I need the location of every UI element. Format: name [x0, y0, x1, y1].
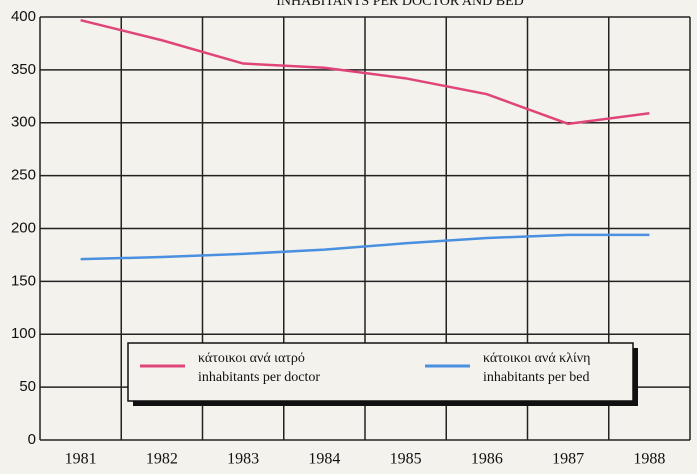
y-tick-label: 300	[11, 114, 36, 131]
legend-label-en: inhabitants per bed	[483, 370, 590, 385]
x-tick-label: 1981	[65, 451, 97, 468]
legend-box	[127, 342, 634, 402]
line-series	[80, 233, 650, 261]
x-tick-label: 1988	[633, 451, 665, 468]
x-tick-label: 1987	[552, 451, 584, 468]
legend-label: κάτοικοι ανά κλίνη	[483, 351, 590, 366]
x-tick-label: 1982	[146, 451, 178, 468]
legend-label: κάτοικοι ανά ιατρό	[198, 351, 305, 366]
x-tick-label: 1986	[471, 451, 503, 468]
y-tick-label: 100	[11, 325, 36, 342]
y-tick-label: 50	[19, 378, 36, 395]
x-tick-label: 1985	[390, 451, 422, 468]
y-tick-label: 250	[11, 167, 36, 184]
y-tick-label: 400	[11, 8, 36, 25]
legend-label-en: inhabitants per doctor	[198, 370, 320, 385]
chart-title: INHABITANTS PER DOCTOR AND BED	[276, 0, 524, 9]
x-tick-label: 1983	[227, 451, 259, 468]
line-series	[80, 18, 650, 126]
y-tick-label: 350	[11, 61, 36, 78]
x-tick-label: 1984	[308, 451, 340, 468]
y-tick-label: 200	[11, 219, 36, 236]
y-tick-label: 0	[28, 431, 36, 448]
y-tick-label: 150	[11, 272, 36, 289]
